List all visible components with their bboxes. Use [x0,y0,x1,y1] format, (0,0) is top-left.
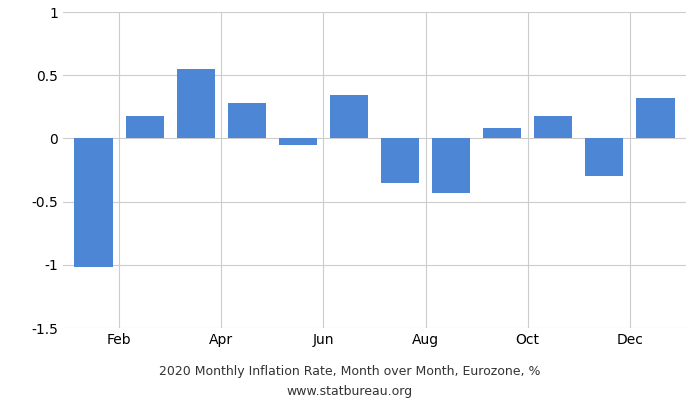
Bar [279,138,317,145]
Bar [534,116,573,138]
Bar [74,138,113,267]
Bar [381,138,419,183]
Bar [432,138,470,193]
Bar [330,96,368,138]
Bar [176,69,215,138]
Text: www.statbureau.org: www.statbureau.org [287,386,413,398]
Bar [483,128,522,138]
Text: 2020 Monthly Inflation Rate, Month over Month, Eurozone, %: 2020 Monthly Inflation Rate, Month over … [160,366,540,378]
Bar [125,116,164,138]
Bar [636,98,675,138]
Bar [585,138,624,176]
Bar [228,103,266,138]
